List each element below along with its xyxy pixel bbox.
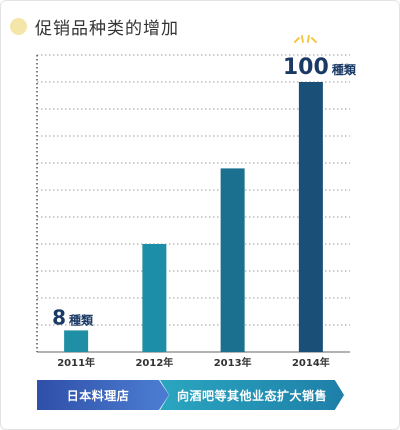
bar-2014年	[298, 82, 323, 352]
phase-arrow-icon	[159, 380, 169, 410]
bar-2012年	[142, 244, 167, 352]
phase-banner-label: 日本料理店	[66, 388, 130, 403]
sparkle-icon	[300, 35, 304, 43]
sparkle-icon	[306, 35, 310, 43]
title-bullet-icon	[10, 17, 27, 35]
x-tick-label: 2014年	[292, 356, 330, 369]
x-tick-label: 2013年	[214, 356, 252, 369]
x-tick-label: 2011年	[57, 356, 95, 369]
chart-title: 促销品种类的增加	[35, 18, 179, 39]
data-label-unit: 種類	[69, 312, 94, 327]
data-label-number: 100	[283, 55, 329, 80]
x-tick-label: 2012年	[135, 356, 173, 369]
bar-2013年	[220, 168, 245, 352]
data-label-unit: 種類	[332, 62, 357, 77]
data-label: 8 種類	[52, 305, 94, 329]
sparkle-icon	[310, 37, 317, 43]
phase-banner-label: 向酒吧等其他业态扩大销售	[176, 388, 327, 403]
chart-header: 促销品种类的增加	[10, 14, 179, 39]
sparkle-icon	[293, 37, 300, 43]
phase-banner-japanese-restaurants: 日本料理店	[37, 380, 159, 410]
data-label-number: 8	[52, 305, 66, 329]
bar-2011年	[64, 330, 89, 352]
phase-banner-expansion: 向酒吧等其他业态扩大销售	[160, 380, 344, 410]
data-label: 100 種類	[283, 55, 357, 80]
